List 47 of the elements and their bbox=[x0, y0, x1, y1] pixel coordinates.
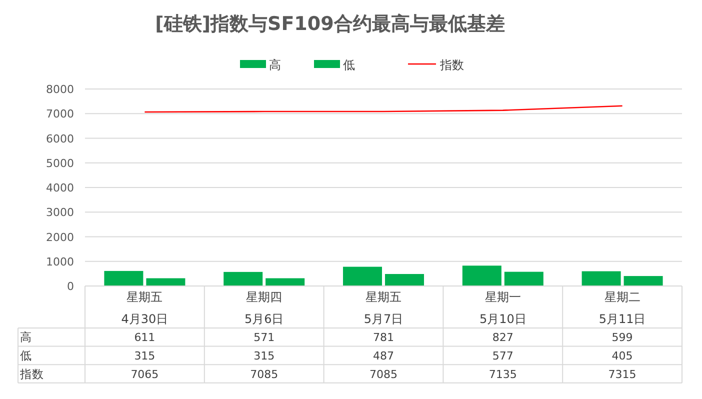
text: 低 bbox=[20, 348, 32, 362]
data-label: 7135 bbox=[488, 368, 517, 381]
bar bbox=[224, 272, 263, 286]
y-tick-label: 5000 bbox=[46, 156, 74, 170]
data-label: 405 bbox=[612, 349, 633, 362]
data-label: 7085 bbox=[370, 368, 398, 381]
y-tick-label: 2000 bbox=[46, 230, 74, 244]
y-tick-label: 7000 bbox=[46, 108, 74, 121]
y-tick-label: 6000 bbox=[46, 132, 74, 146]
data-label: 781 bbox=[373, 331, 394, 344]
x-tick-label: 星期一 5月10日 bbox=[479, 290, 526, 326]
legend-label: 高 bbox=[269, 58, 281, 72]
data-label: 577 bbox=[492, 349, 514, 362]
bar bbox=[582, 271, 621, 286]
y-tick-label: 3000 bbox=[46, 206, 74, 220]
legend-label: 低 bbox=[343, 58, 355, 72]
data-label: 7065 bbox=[130, 368, 159, 381]
data-label: 827 bbox=[492, 331, 514, 344]
bar bbox=[104, 270, 144, 286]
x-tick-label: 星期二 5月11日 bbox=[598, 290, 646, 326]
bar bbox=[385, 274, 424, 286]
text: 指数 bbox=[20, 366, 44, 381]
bar bbox=[504, 272, 544, 286]
data-label: 599 bbox=[612, 331, 633, 344]
bar bbox=[462, 266, 502, 286]
data-label: 7315 bbox=[608, 368, 636, 381]
data-label: 571 bbox=[254, 331, 275, 344]
y-tick-label: 4000 bbox=[46, 182, 74, 194]
legend-label: 指数 bbox=[439, 58, 464, 72]
chart-title: [硅铁]指数与SF109合约最高与最低基差 bbox=[155, 13, 505, 35]
bar bbox=[343, 266, 382, 286]
bar bbox=[624, 276, 663, 286]
x-tick-label: 星期五 4月30日 bbox=[121, 290, 168, 326]
data-label: 315 bbox=[254, 349, 275, 362]
data-label: 611 bbox=[134, 331, 156, 344]
data-label: 7085 bbox=[250, 368, 278, 381]
text: 高 bbox=[20, 330, 32, 344]
y-tick-label: 8000 bbox=[46, 83, 74, 96]
data-label: 487 bbox=[373, 349, 394, 362]
x-tick-label: 星期五 5月7日 bbox=[364, 290, 404, 326]
bar bbox=[146, 278, 186, 286]
data-label: 315 bbox=[134, 349, 156, 362]
y-tick-label: 1000 bbox=[46, 255, 74, 268]
line-series bbox=[144, 105, 623, 113]
y-tick-label: 0 bbox=[67, 280, 74, 293]
bar bbox=[266, 278, 305, 286]
x-tick-label: 星期四 5月6日 bbox=[244, 290, 284, 326]
